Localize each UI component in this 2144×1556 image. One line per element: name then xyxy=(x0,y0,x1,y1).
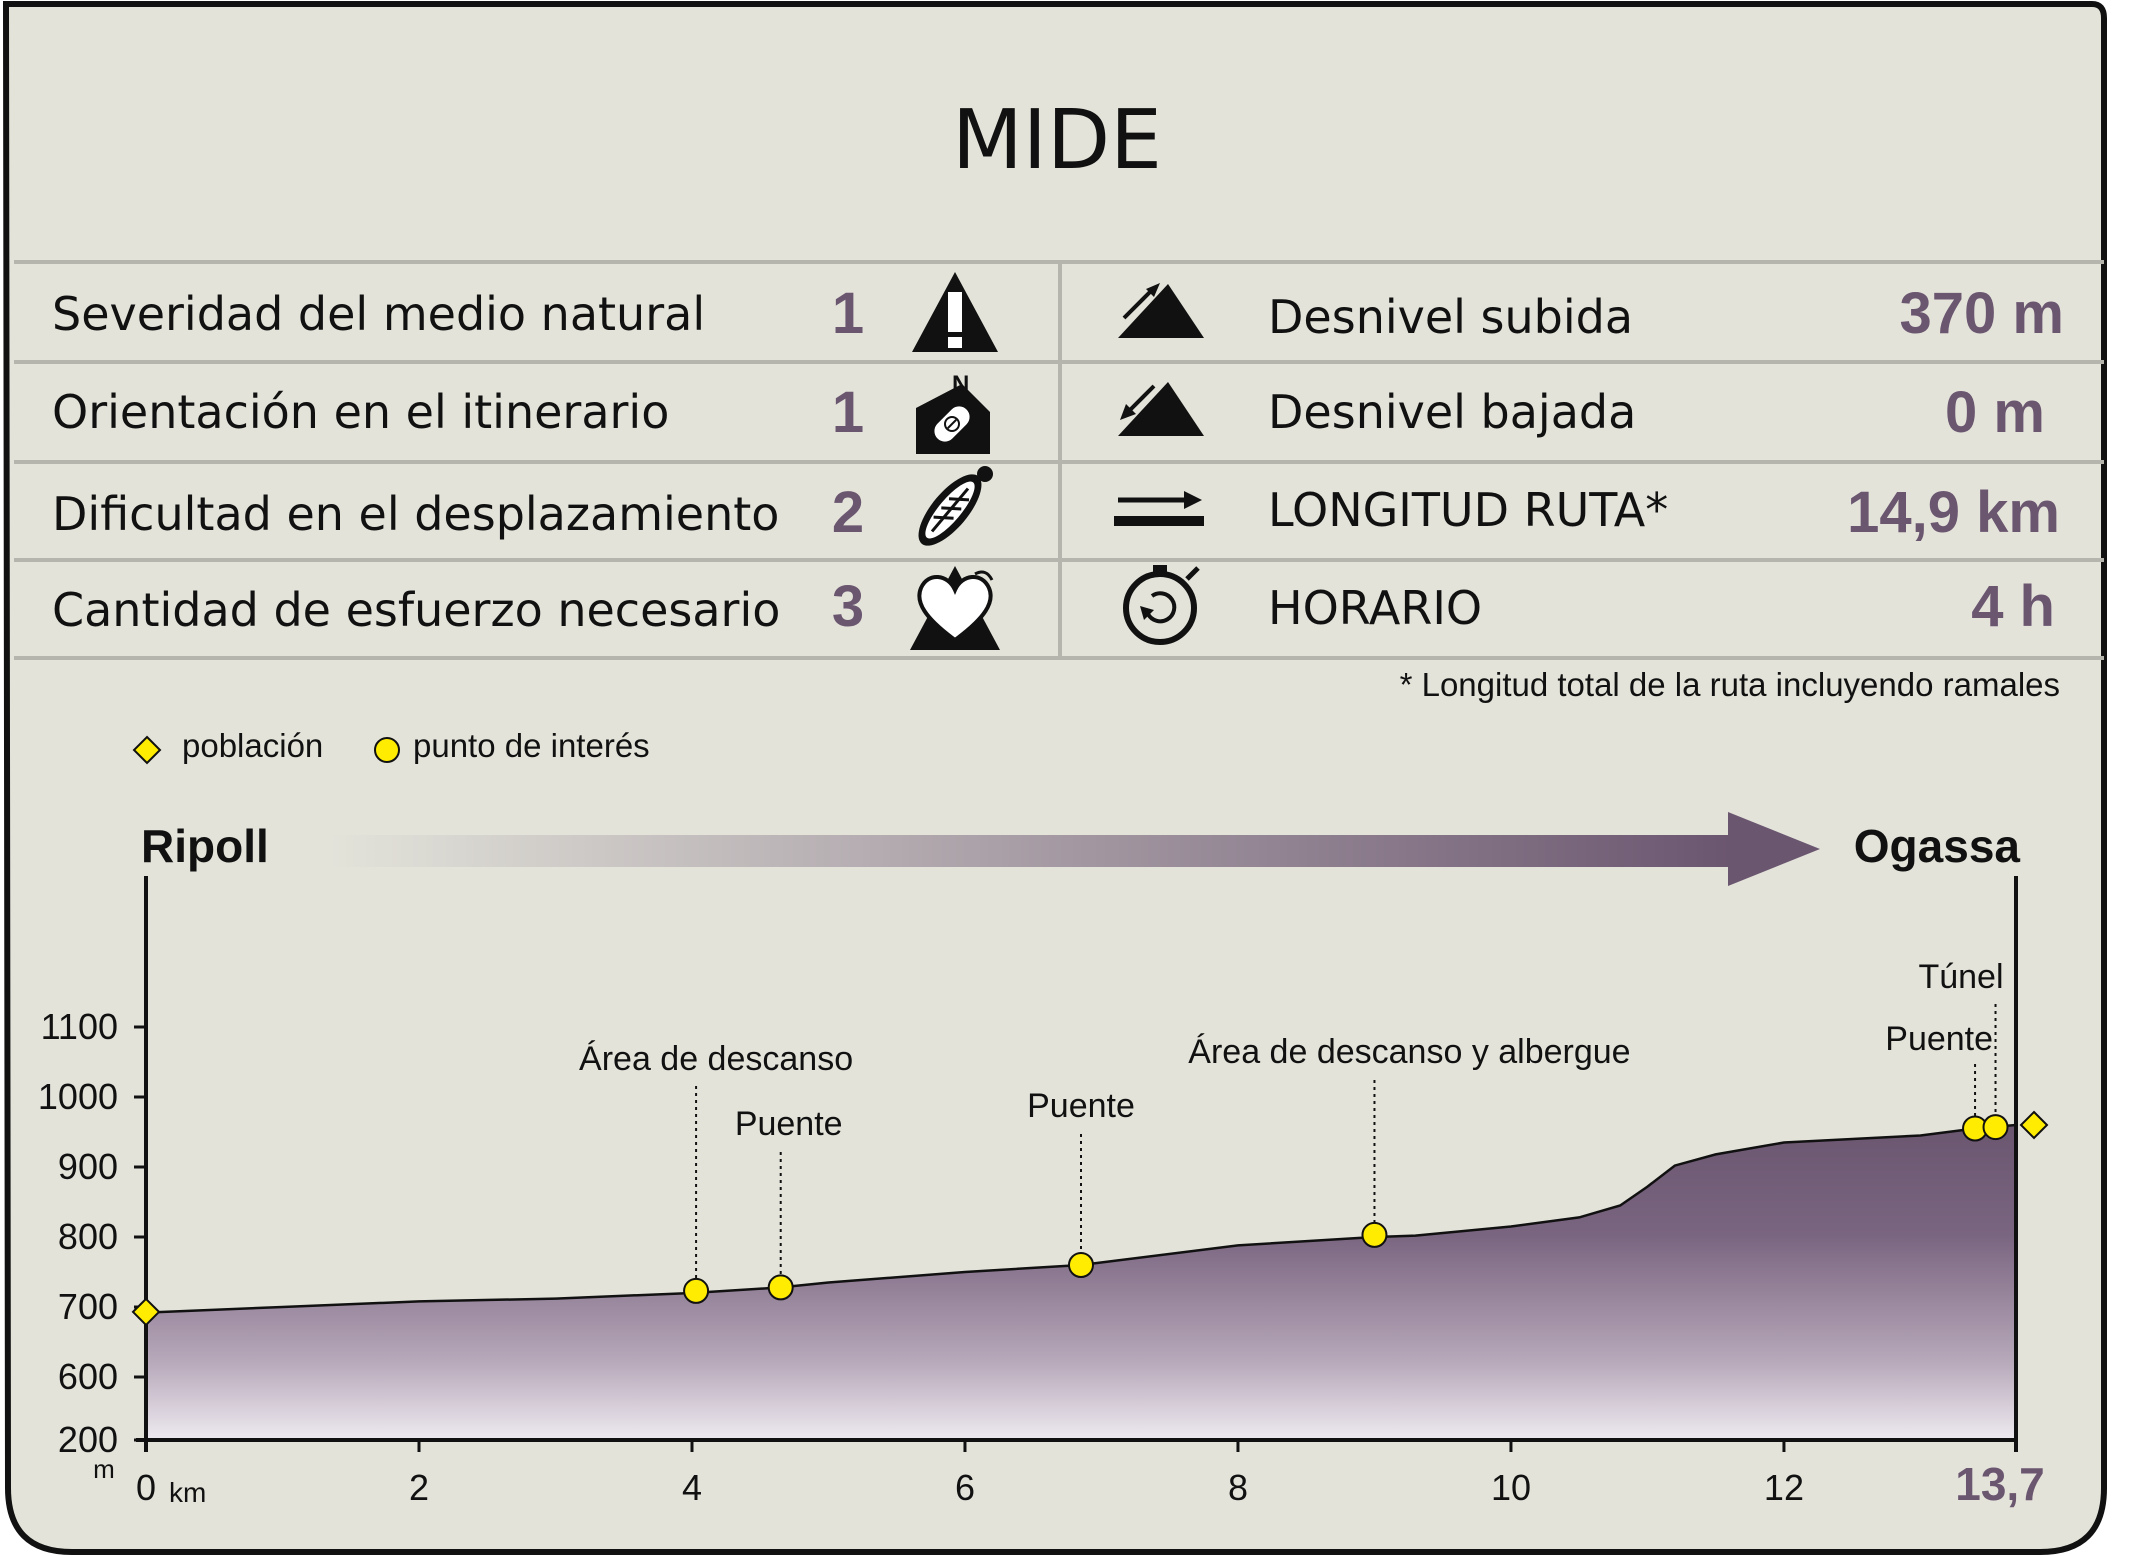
poi-marker xyxy=(1361,1221,1388,1248)
mide-value: 1 xyxy=(832,380,864,445)
elevation-profile-chart: 200 600 700 800 900 1000 1100 0 2 4 6 8 10 12 Área d… xyxy=(38,876,2049,1510)
footprint-icon xyxy=(918,466,993,546)
town-marker xyxy=(2019,1110,2049,1140)
mide-row-severity: Severidad del medio natural 1 xyxy=(52,281,864,346)
y-tick-label: 600 xyxy=(58,1356,118,1397)
poi-marker xyxy=(683,1277,710,1304)
mide-value: 1 xyxy=(832,281,864,346)
descent-icon xyxy=(1118,382,1204,436)
x-tick-label: 10 xyxy=(1491,1467,1531,1508)
y-tick-label: 200 xyxy=(58,1419,118,1460)
distance-arrow-icon xyxy=(1114,491,1204,526)
y-unit-label: m xyxy=(93,1454,115,1484)
mide-value: 2 xyxy=(832,480,864,545)
svg-text:N: N xyxy=(952,371,969,398)
stat-value: 0 m xyxy=(1945,380,2045,445)
mide-row-effort: Cantidad de esfuerzo necesario 3 xyxy=(52,574,864,639)
footnote: * Longitud total de la ruta incluyendo r… xyxy=(1400,666,2060,703)
stat-label: Desnivel bajada xyxy=(1268,385,1636,439)
stat-row-length: LONGITUD RUTA* 14,9 km xyxy=(1268,480,2060,545)
mide-table-grid xyxy=(14,260,2104,660)
alert-mountain-icon xyxy=(912,272,998,352)
poi-marker-icon xyxy=(374,737,400,763)
stopwatch-icon xyxy=(1123,565,1200,645)
x-tick-label: 6 xyxy=(955,1467,975,1508)
mide-label: Cantidad de esfuerzo necesario xyxy=(52,583,780,637)
elevation-area xyxy=(146,1125,2016,1440)
poi-guides: Área de descanso Puente Puente Área de desc… xyxy=(579,958,2004,1279)
poi-label: Área de descanso xyxy=(579,1040,853,1078)
route-start: Ripoll xyxy=(141,820,269,872)
stat-row-time: HORARIO 4 h xyxy=(1268,574,2055,639)
stat-value: 370 m xyxy=(1900,281,2064,346)
stat-value: 4 h xyxy=(1971,574,2055,639)
mide-label: Severidad del medio natural xyxy=(52,287,705,341)
stat-row-ascent: Desnivel subida 370 m xyxy=(1268,281,2064,346)
mide-label: Dificultad en el desplazamiento xyxy=(52,487,779,541)
y-tick-label: 1100 xyxy=(41,1006,118,1047)
town-marker-icon xyxy=(132,735,162,765)
mide-value: 3 xyxy=(832,574,864,639)
route-direction-arrow xyxy=(330,812,1820,886)
poi-label: Puente xyxy=(735,1105,843,1143)
poi-marker xyxy=(1982,1114,2009,1141)
x-unit-label: km xyxy=(169,1477,206,1508)
legend-town-label: población xyxy=(182,727,323,764)
x-tick-label: 4 xyxy=(682,1467,702,1508)
y-tick-label: 900 xyxy=(58,1146,118,1187)
poi-marker xyxy=(767,1274,794,1301)
poi-marker xyxy=(1068,1252,1094,1278)
compass-mountain-icon: N xyxy=(916,371,990,454)
mide-label: Orientación en el itinerario xyxy=(52,385,669,439)
x-tick-label: 2 xyxy=(409,1467,429,1508)
ascent-icon xyxy=(1118,283,1204,338)
poi-label: Puente xyxy=(1885,1020,1993,1058)
mide-row-difficulty: Dificultad en el desplazamiento 2 xyxy=(52,480,864,545)
stat-value: 14,9 km xyxy=(1847,480,2060,545)
stat-label: LONGITUD RUTA* xyxy=(1268,483,1668,537)
y-axis-ticks: 200 600 700 800 900 1000 1100 xyxy=(38,1006,146,1460)
stat-row-descent: Desnivel bajada 0 m xyxy=(1268,380,2045,445)
legend: población punto de interés xyxy=(132,727,650,765)
x-tick-label: 0 xyxy=(136,1467,156,1508)
legend-poi-label: punto de interés xyxy=(413,727,650,764)
x-tick-label: 12 xyxy=(1764,1467,1804,1508)
y-tick-label: 700 xyxy=(58,1286,118,1327)
x-axis-ticks: 0 2 4 6 8 10 12 xyxy=(136,1440,2018,1508)
town-marker xyxy=(131,1297,161,1327)
y-tick-label: 800 xyxy=(58,1216,118,1257)
poi-label: Área de descanso y albergue xyxy=(1188,1033,1630,1071)
markers xyxy=(131,1110,2049,1327)
stat-label: Desnivel subida xyxy=(1268,290,1633,344)
poi-label: Puente xyxy=(1027,1087,1135,1125)
mide-row-orientation: Orientación en el itinerario 1 xyxy=(52,380,864,445)
x-end-label: 13,7 xyxy=(1955,1458,2045,1510)
stat-label: HORARIO xyxy=(1268,581,1482,635)
poi-label: Túnel xyxy=(1918,958,2003,996)
route-end: Ogassa xyxy=(1854,820,2021,872)
page-title: MIDE xyxy=(952,93,1162,188)
x-tick-label: 8 xyxy=(1228,1467,1248,1508)
y-tick-label: 1000 xyxy=(38,1076,118,1117)
heart-mountain-icon xyxy=(910,566,1000,650)
elevation-line xyxy=(145,1123,2017,1314)
